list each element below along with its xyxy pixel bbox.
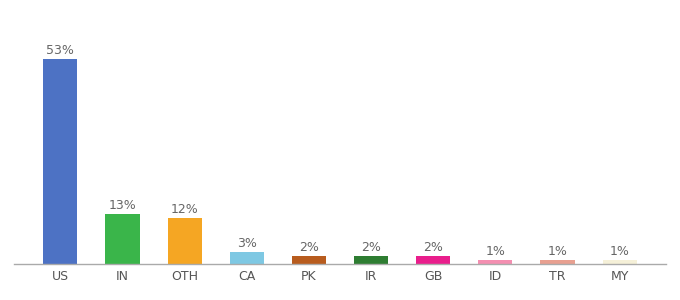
- Bar: [354, 256, 388, 264]
- Bar: [167, 218, 202, 264]
- Bar: [541, 260, 575, 264]
- Text: 3%: 3%: [237, 238, 257, 250]
- Bar: [416, 256, 450, 264]
- Text: 1%: 1%: [547, 245, 567, 258]
- Text: 2%: 2%: [361, 241, 381, 254]
- Bar: [44, 59, 78, 264]
- Bar: [105, 214, 139, 264]
- Bar: [478, 260, 513, 264]
- Text: 12%: 12%: [171, 202, 199, 216]
- Text: 53%: 53%: [46, 44, 74, 57]
- Bar: [602, 260, 636, 264]
- Bar: [230, 252, 264, 264]
- Text: 1%: 1%: [610, 245, 630, 258]
- Text: 1%: 1%: [486, 245, 505, 258]
- Text: 2%: 2%: [423, 241, 443, 254]
- Text: 2%: 2%: [299, 241, 319, 254]
- Bar: [292, 256, 326, 264]
- Text: 13%: 13%: [109, 199, 137, 212]
